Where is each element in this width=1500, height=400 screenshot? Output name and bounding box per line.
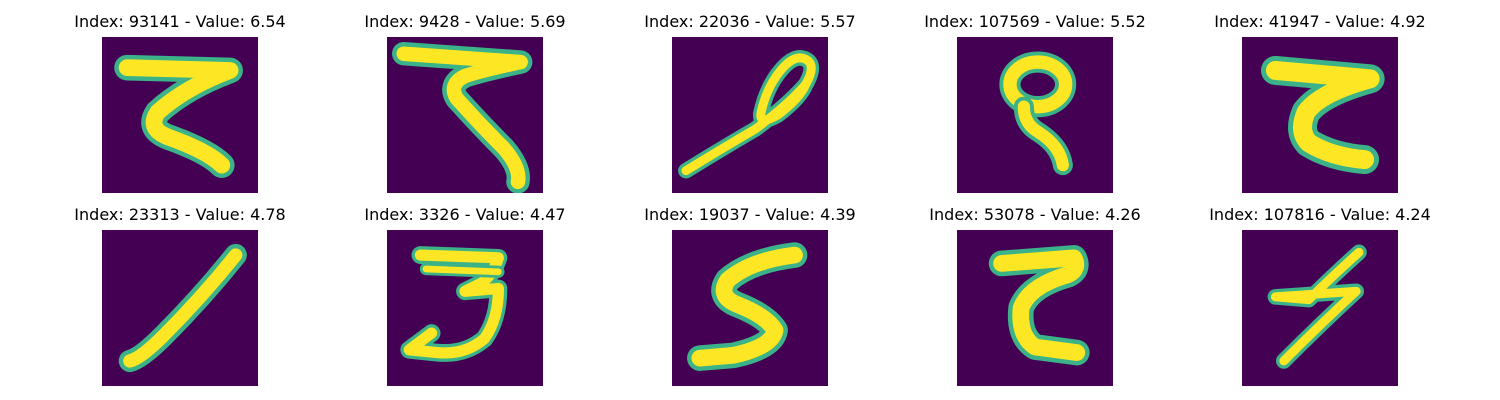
panel-title: Index: 9428 - Value: 5.69 — [364, 12, 566, 31]
image-background — [1242, 230, 1398, 386]
digit-stroke-core — [123, 248, 243, 368]
digit-image — [1242, 37, 1398, 193]
panel-title: Index: 3326 - Value: 4.47 — [364, 205, 566, 224]
panel-10: Index: 107816 - Value: 4.24 — [1190, 193, 1450, 386]
panel-title: Index: 53078 - Value: 4.26 — [929, 205, 1141, 224]
panel-1: Index: 93141 - Value: 6.54 — [50, 0, 310, 193]
digit-stroke-core — [396, 46, 528, 190]
panel-title: Index: 93141 - Value: 6.54 — [74, 12, 286, 31]
panel-7: Index: 3326 - Value: 4.47 — [335, 193, 595, 386]
panel-8: Index: 19037 - Value: 4.39 — [620, 193, 880, 386]
digit-image — [387, 230, 543, 386]
digit-image — [1242, 230, 1398, 386]
panel-title: Index: 19037 - Value: 4.39 — [644, 205, 856, 224]
panel-title: Index: 41947 - Value: 4.92 — [1214, 12, 1426, 31]
panel-title: Index: 23313 - Value: 4.78 — [74, 205, 286, 224]
digit-loop-core — [1003, 55, 1073, 114]
digit-stroke-core — [1270, 247, 1364, 366]
panel-4: Index: 107569 - Value: 5.52 — [905, 0, 1165, 193]
panel-3: Index: 22036 - Value: 5.57 — [620, 0, 880, 193]
digit-image — [672, 37, 828, 193]
panel-2: Index: 9428 - Value: 5.69 — [335, 0, 595, 193]
panel-9: Index: 53078 - Value: 4.26 — [905, 193, 1165, 386]
digit-stroke-core — [691, 246, 803, 367]
digit-stroke-core — [118, 59, 239, 174]
digit-image — [102, 230, 258, 386]
panel-title: Index: 107816 - Value: 4.24 — [1209, 205, 1431, 224]
panel-6: Index: 23313 - Value: 4.78 — [50, 193, 310, 386]
digit-stroke-core — [681, 53, 816, 176]
digit-image — [957, 230, 1113, 386]
panel-title: Index: 107569 - Value: 5.52 — [924, 12, 1146, 31]
panel-5: Index: 41947 - Value: 4.92 — [1190, 0, 1450, 193]
panel-title: Index: 22036 - Value: 5.57 — [644, 12, 856, 31]
digit-stroke-core — [1265, 60, 1380, 170]
digit-image — [957, 37, 1113, 193]
digit-top-bar-core — [422, 265, 502, 276]
digit-tail-core — [1017, 100, 1069, 172]
digit-stroke-core — [993, 249, 1086, 361]
digit-image — [102, 37, 258, 193]
digit-image — [387, 37, 543, 193]
digit-image — [672, 230, 828, 386]
